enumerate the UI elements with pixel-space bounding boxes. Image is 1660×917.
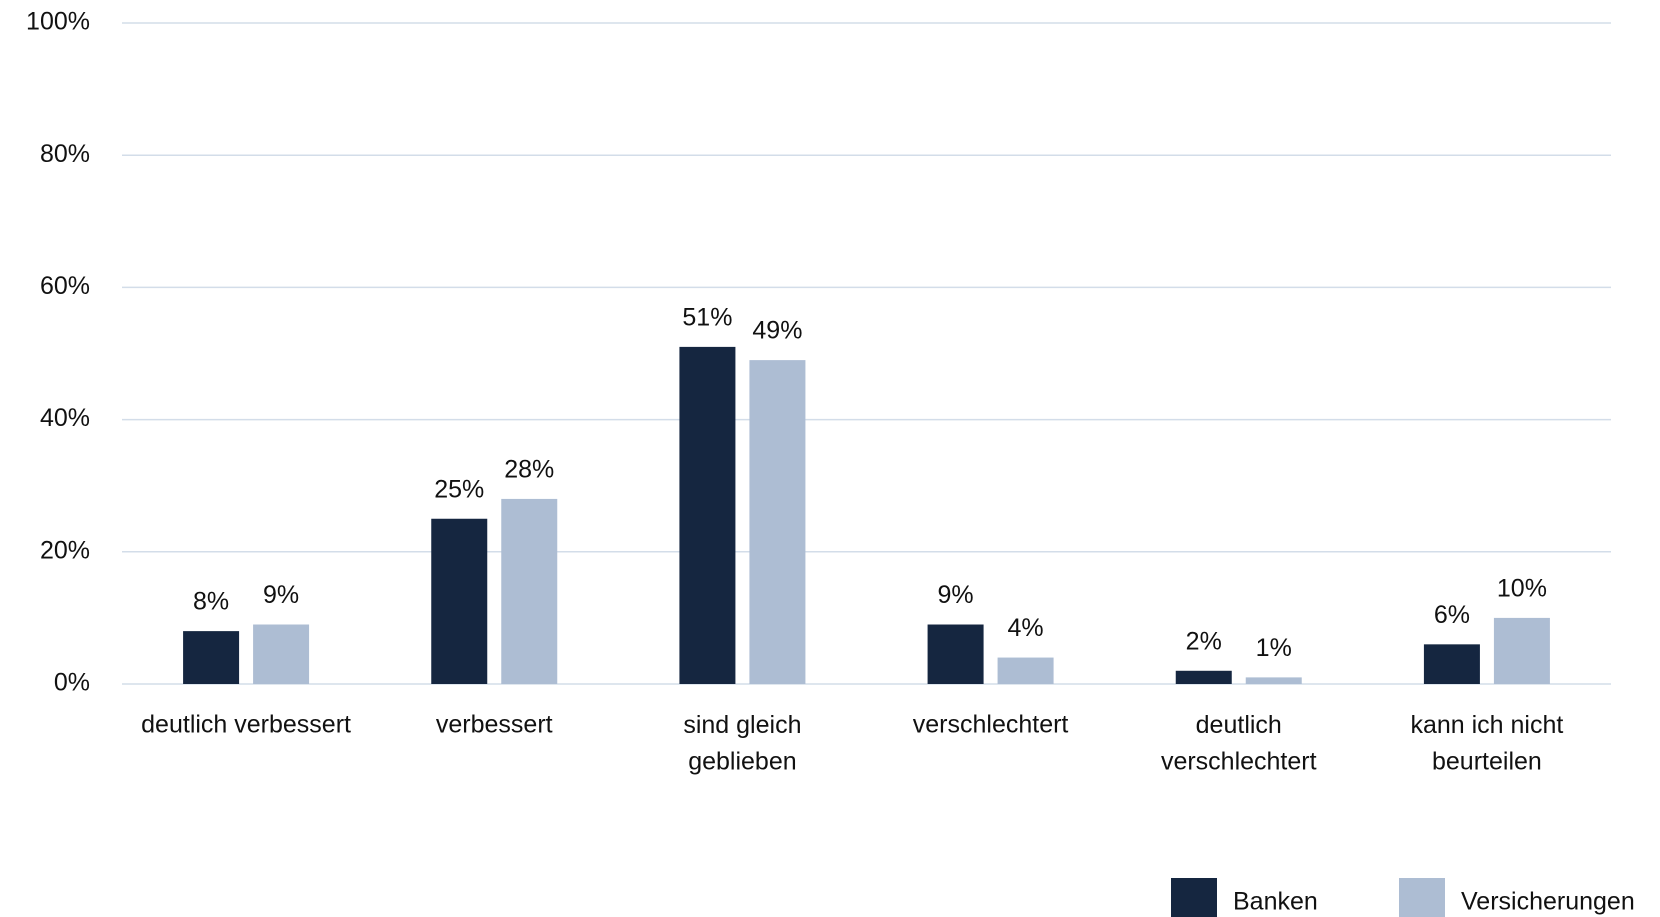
x-tick-label: kann ich nicht beurteilen [1410, 711, 1563, 775]
x-tick-label: verbessert [436, 711, 553, 739]
y-tick-label: 40% [40, 404, 90, 432]
bar [1245, 677, 1302, 684]
data-label: 2% [1186, 627, 1222, 655]
data-label: 1% [1256, 634, 1292, 662]
legend-label: Versicherungen [1461, 888, 1635, 916]
bar [679, 346, 736, 684]
x-tick-label: deutlich verschlechtert [1161, 711, 1317, 775]
bar [927, 624, 984, 684]
data-label: 9% [938, 581, 974, 609]
data-label: 28% [504, 456, 554, 484]
legend-swatch [1171, 878, 1217, 917]
data-label: 9% [263, 581, 299, 609]
x-tick-label: verschlechtert [913, 711, 1069, 739]
data-label: 6% [1434, 601, 1470, 629]
bar [1423, 644, 1480, 684]
legend-swatch [1399, 878, 1445, 917]
x-tick-label: deutlich verbessert [141, 711, 351, 739]
data-label: 51% [682, 303, 732, 331]
bar [253, 624, 310, 684]
legend-label: Banken [1233, 888, 1318, 916]
bar [431, 518, 488, 684]
bar [1493, 617, 1550, 684]
bar [183, 631, 240, 684]
data-label: 4% [1008, 614, 1044, 642]
y-tick-label: 80% [40, 140, 90, 168]
y-tick-label: 0% [54, 669, 90, 697]
y-tick-label: 20% [40, 536, 90, 564]
data-label: 10% [1497, 575, 1547, 603]
bar [501, 498, 558, 684]
data-label: 49% [752, 317, 802, 345]
data-label: 8% [193, 588, 229, 616]
bar [749, 360, 806, 684]
bar [1175, 670, 1232, 684]
y-tick-label: 100% [26, 8, 90, 36]
bar [997, 657, 1054, 684]
data-label: 25% [434, 475, 484, 503]
x-tick-label: sind gleich geblieben [683, 711, 801, 775]
y-tick-label: 60% [40, 272, 90, 300]
